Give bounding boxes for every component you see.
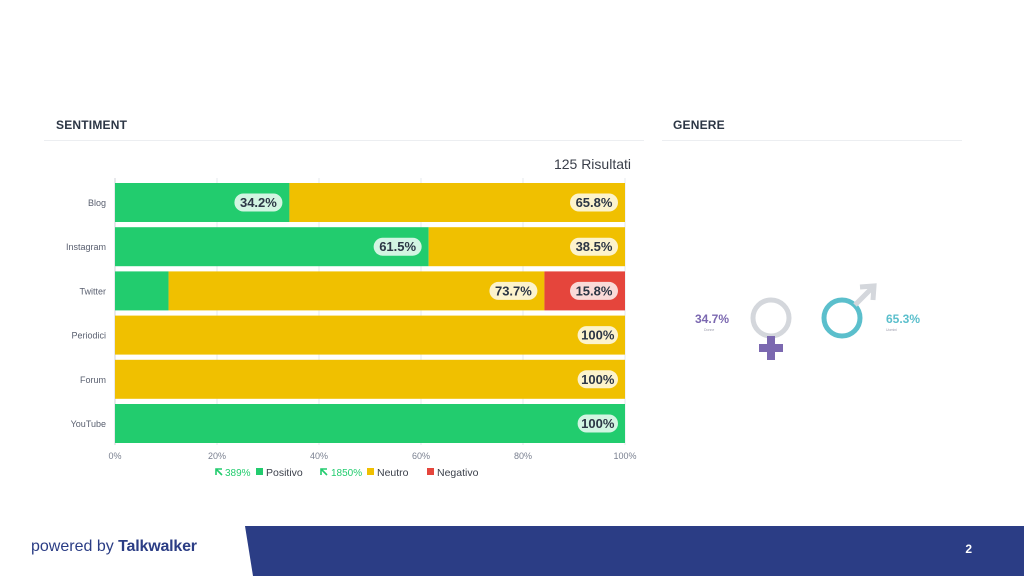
female-sublabel: Donne	[704, 328, 714, 332]
bar-segment[interactable]	[115, 271, 169, 311]
x-tick-label: 0%	[108, 451, 121, 461]
bar-segment[interactable]	[115, 404, 625, 443]
data-label: 61.5%	[379, 239, 416, 254]
x-tick-label: 80%	[514, 451, 532, 461]
gender-panel	[662, 104, 962, 494]
data-label: 100%	[581, 328, 615, 343]
data-label: 15.8%	[576, 283, 613, 298]
page-number: 2	[965, 542, 972, 556]
data-label-background	[570, 193, 618, 212]
category-label: Blog	[88, 198, 106, 208]
gender-title: GENERE	[673, 118, 725, 132]
female-icon	[750, 297, 792, 360]
footer-left	[0, 526, 260, 576]
category-label: Instagram	[66, 242, 106, 252]
male-percentage: 65.3%	[886, 312, 920, 326]
sentiment-title: SENTIMENT	[56, 118, 128, 132]
category-label: Periodici	[71, 331, 106, 341]
category-label: Twitter	[79, 286, 106, 296]
bar-segment[interactable]	[168, 271, 545, 311]
data-label: 100%	[581, 372, 615, 387]
x-tick-label: 60%	[412, 451, 430, 461]
female-percentage: 34.7%	[695, 312, 729, 326]
bar-segment[interactable]	[115, 359, 625, 399]
data-label-background	[570, 281, 618, 300]
male-icon	[821, 283, 877, 339]
data-label-background	[577, 370, 618, 389]
bar-segment[interactable]	[289, 183, 625, 222]
category-label: Forum	[80, 375, 106, 385]
data-label-background	[489, 281, 538, 300]
category-label: YouTube	[71, 419, 106, 429]
sentiment-divider	[44, 140, 644, 141]
x-tick-label: 20%	[208, 451, 226, 461]
data-label: 65.8%	[576, 195, 613, 210]
data-label-background	[234, 193, 283, 212]
brand-logo: powered by Talkwalker	[31, 538, 197, 556]
data-label-background	[373, 237, 422, 256]
gender-divider	[662, 140, 962, 141]
data-label-background	[577, 326, 618, 345]
x-tick-label: 100%	[613, 451, 636, 461]
data-label: 34.2%	[240, 195, 277, 210]
footer-band	[245, 526, 1024, 576]
brand-prefix: powered by	[31, 538, 114, 555]
data-label-background	[570, 237, 618, 256]
brand-name: Talkwalker	[118, 538, 197, 555]
data-label: 100%	[581, 416, 615, 431]
data-label: 73.7%	[495, 283, 532, 298]
results-count: 125 Risultati	[554, 156, 631, 172]
data-label: 38.5%	[576, 239, 613, 254]
data-label-background	[577, 414, 618, 433]
male-sublabel: Uomini	[886, 328, 897, 332]
bar-segment[interactable]	[115, 315, 625, 355]
x-tick-label: 40%	[310, 451, 328, 461]
